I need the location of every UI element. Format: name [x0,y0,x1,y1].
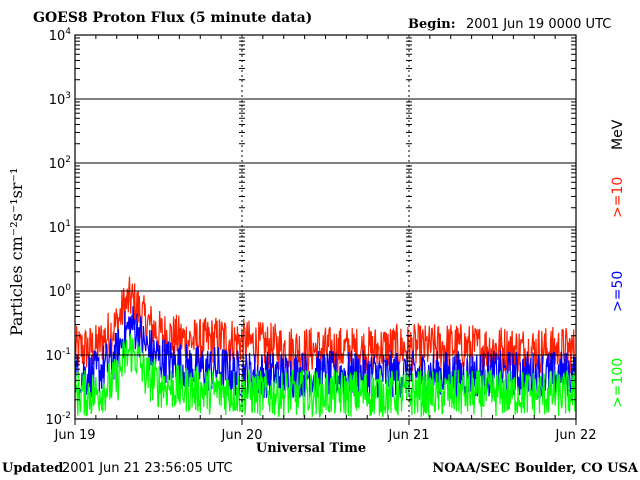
updated-value: 2001 Jun 21 23:56:05 UTC [62,461,233,476]
updated-label: Updated [2,461,63,476]
y-axis-label: Particles cm⁻²s⁻¹sr⁻¹ [7,168,26,336]
x-tick-label: Jun 22 [555,428,597,443]
legend-ge50: >=50 [610,271,626,312]
begin-label: Begin: [408,17,456,32]
y-tick-label: 103 [49,91,71,108]
series-line-ge100 [74,334,577,418]
begin-value: 2001 Jun 19 0000 UTC [466,17,611,32]
x-tick-label: Jun 20 [221,428,263,443]
legend-unit: MeV [610,119,626,150]
org-credit: NOAA/SEC Boulder, CO USA [432,461,639,476]
chart-title: GOES8 Proton Flux (5 minute data) [33,10,312,26]
y-tick-label: 100 [49,283,72,300]
y-tick-label: 10-1 [45,347,71,364]
legend-ge10: >=10 [610,177,626,218]
plot-area: 10-2 10-1 100 101 102 103 104 Jun 19 Jun 20 Jun 2… [45,27,596,443]
y-tick-label: 104 [49,27,72,44]
x-tick-label: Jun 19 [54,428,96,443]
y-tick-label: 102 [49,155,71,172]
y-tick-label: 101 [49,219,71,236]
x-axis-label: Universal Time [256,441,366,456]
legend-ge100: >=100 [610,358,626,408]
y-tick-label: 10-2 [45,411,71,428]
x-tick-label: Jun 21 [388,428,430,443]
